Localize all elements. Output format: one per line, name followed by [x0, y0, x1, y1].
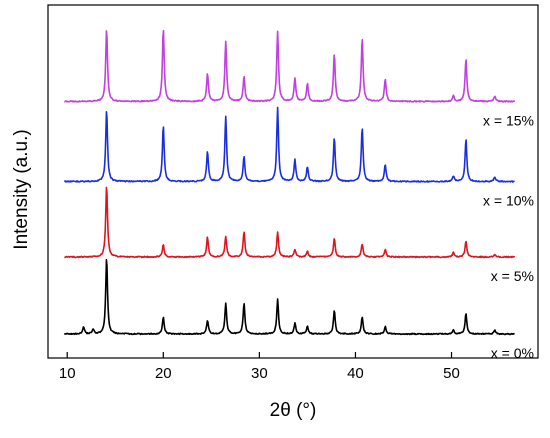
series-label: x = 5% [491, 268, 534, 284]
series-line [63, 258, 515, 336]
x-ticks-layer: 10 20 30 40 50 [59, 352, 460, 382]
series-label: x = 0% [491, 345, 534, 361]
x-tick-label: 20 [155, 365, 172, 382]
x-axis-label: 2θ (°) [270, 400, 317, 421]
y-axis-label: Intensity (a.u.) [11, 129, 32, 249]
x-tick-label: 10 [59, 365, 76, 382]
x-tick-label: 30 [251, 365, 268, 382]
series-label: x = 10% [483, 193, 534, 209]
series-labels-layer: x = 0% x = 5% x = 10% x = 15% [483, 112, 534, 361]
x-tick-label: 40 [347, 365, 364, 382]
series-line [64, 186, 516, 259]
x-tick-label: 50 [443, 365, 460, 382]
series-line [63, 106, 515, 183]
plot-frame [47, 4, 539, 359]
series-line [64, 29, 516, 103]
traces-layer [63, 29, 516, 336]
series-label: x = 15% [483, 112, 534, 128]
